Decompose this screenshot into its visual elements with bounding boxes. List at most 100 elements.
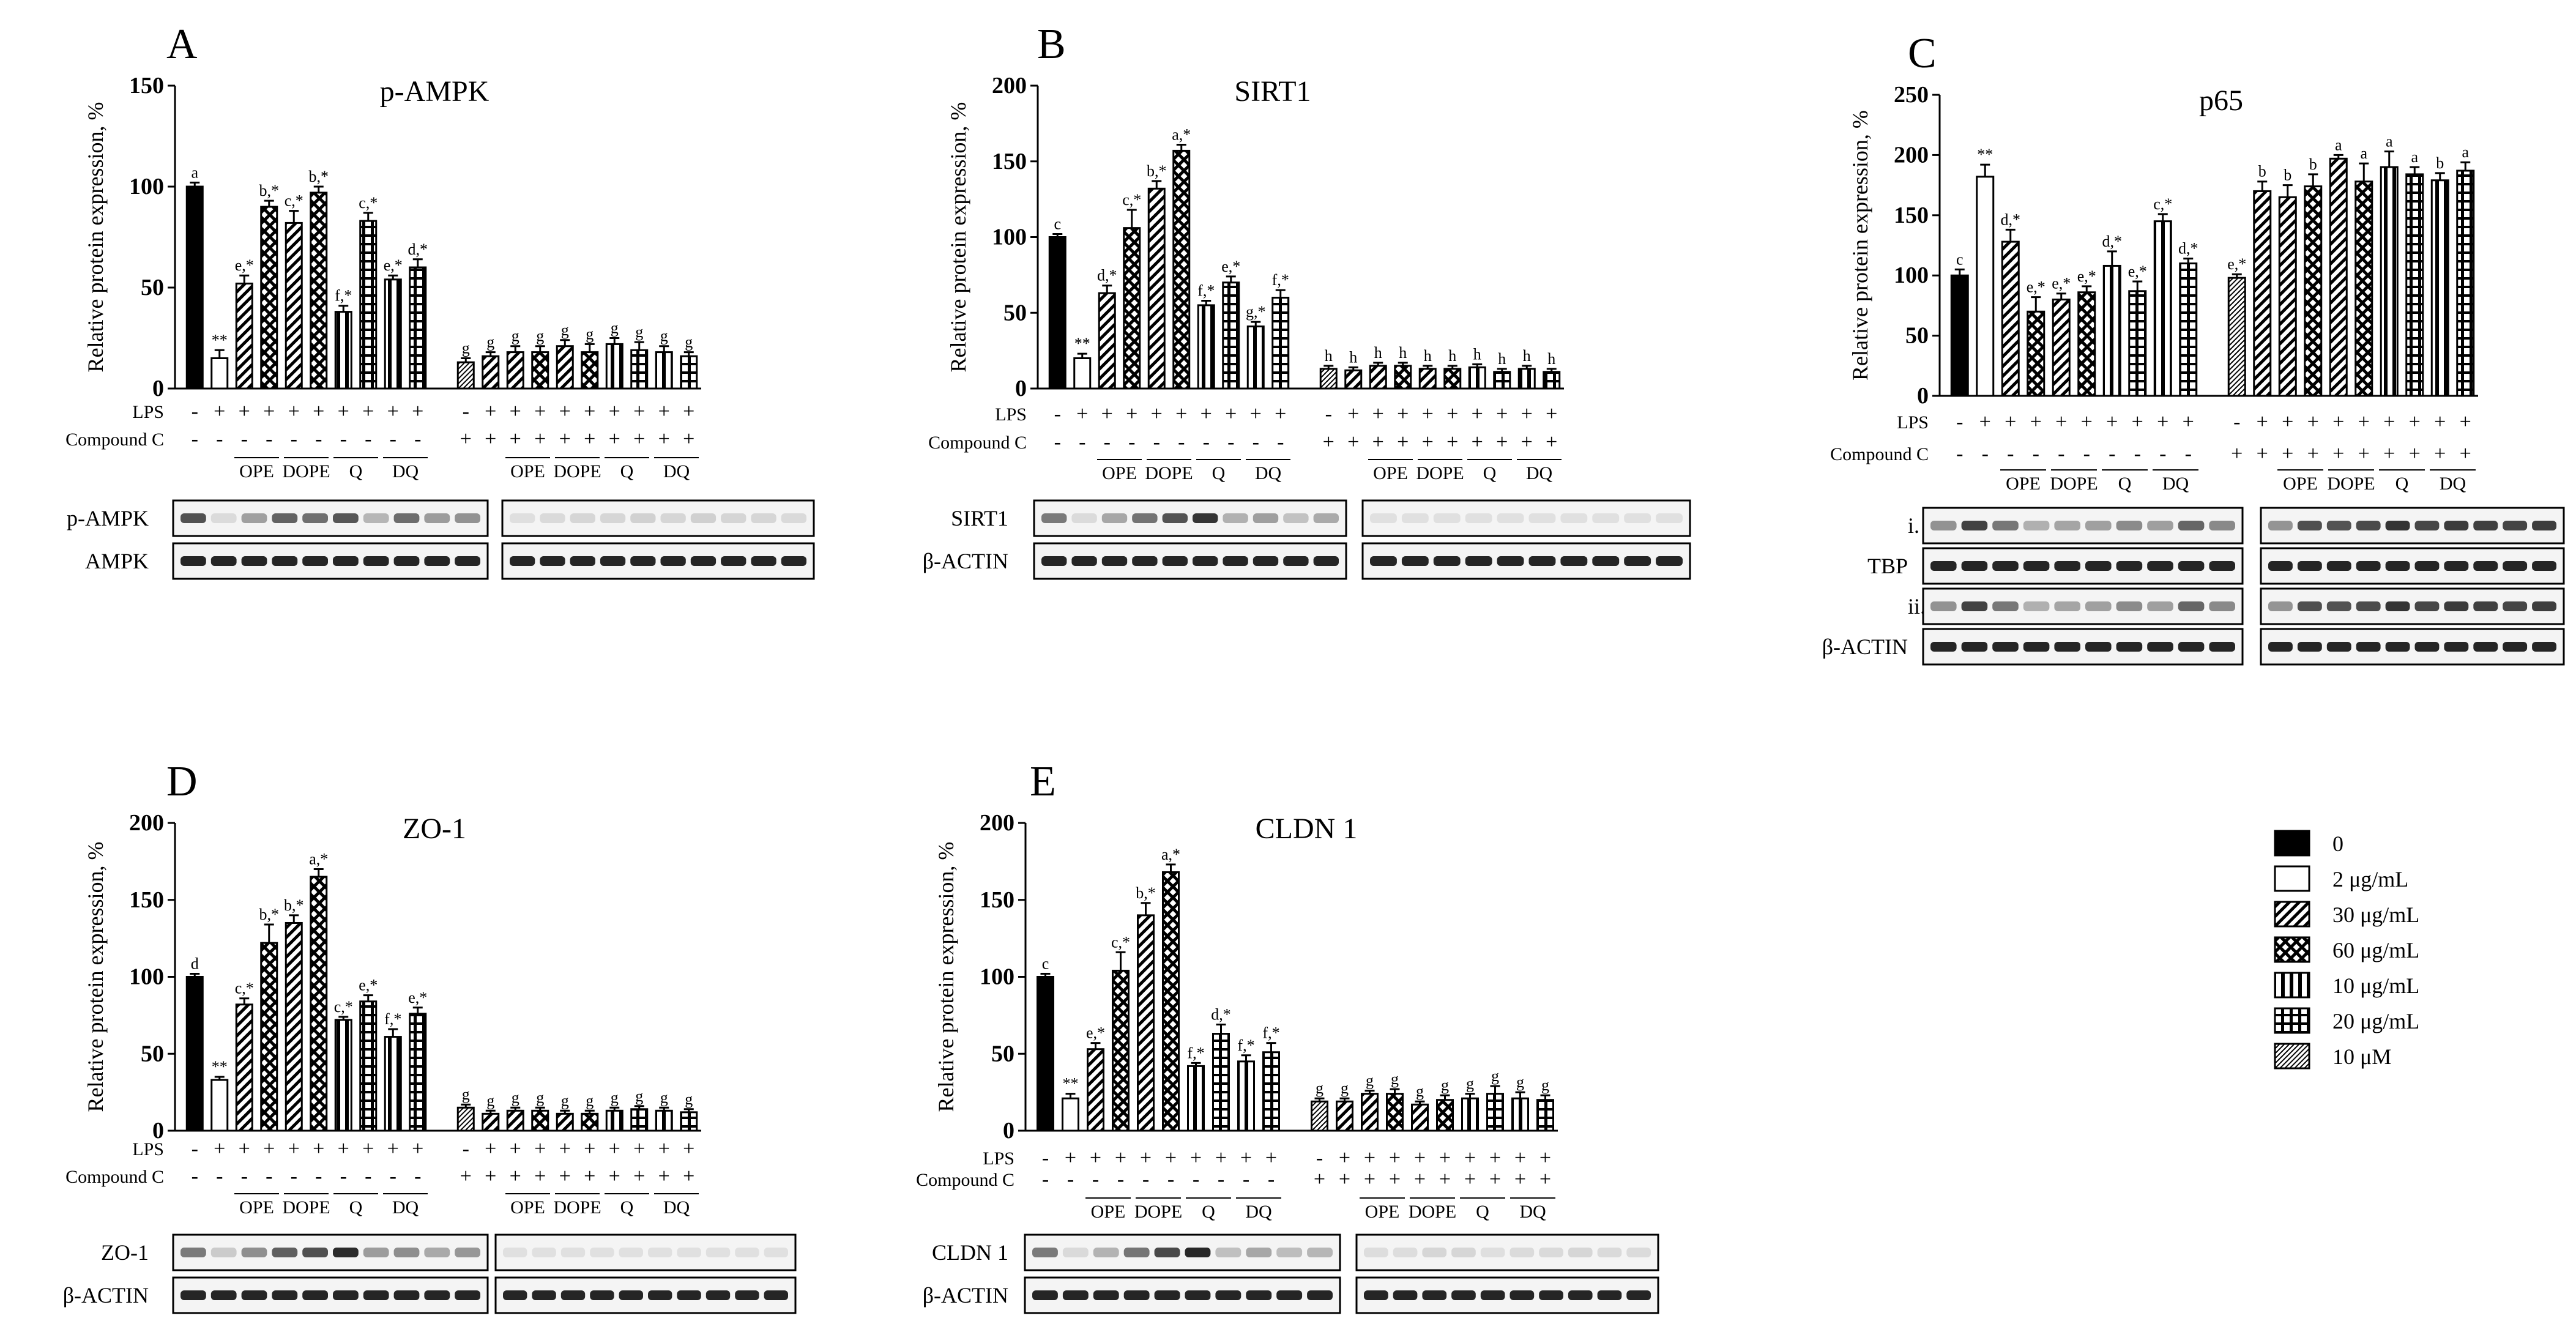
group-label: DQ <box>2162 474 2189 494</box>
compound-c-sign: + <box>683 1165 694 1188</box>
blot-band <box>302 556 328 566</box>
blot-band <box>1626 1290 1651 1300</box>
blot-label: CLDN 1 <box>932 1240 1008 1265</box>
lps-sign: + <box>1151 403 1163 425</box>
lps-sign: + <box>288 400 300 423</box>
legend-label: 10 μg/mL <box>2332 973 2419 998</box>
bar <box>2153 220 2172 397</box>
blot-band <box>1132 556 1158 566</box>
compound-c-sign: + <box>1489 1168 1501 1191</box>
lps-sign: + <box>2282 411 2293 433</box>
blot-band <box>2356 642 2381 652</box>
group-label: Q <box>2395 474 2409 494</box>
group-label: OPE <box>1091 1202 1126 1222</box>
blot-band <box>2209 642 2235 652</box>
blot-band <box>2444 601 2469 611</box>
bar <box>185 976 204 1132</box>
lps-sign: + <box>1372 403 1384 425</box>
significance-label: e,* <box>235 256 254 274</box>
bar <box>310 192 328 390</box>
bar <box>482 1112 500 1132</box>
lps-sign: + <box>1414 1147 1426 1169</box>
y-tick-label: 0 <box>1917 383 1929 409</box>
significance-label: b <box>2309 155 2317 173</box>
significance-label: g <box>685 1090 693 1108</box>
blot-band <box>1624 556 1651 566</box>
bar <box>2253 190 2272 397</box>
blot-band <box>1422 1290 1447 1300</box>
bar <box>630 1108 649 1132</box>
blot-band <box>2532 561 2556 571</box>
blot-band <box>764 1290 788 1300</box>
blot-band <box>2297 642 2322 652</box>
legend-label: 60 μg/mL <box>2332 938 2419 962</box>
significance-label: g <box>561 321 569 339</box>
bar <box>409 266 427 390</box>
blot-band <box>721 513 746 523</box>
bar <box>1436 1099 1454 1132</box>
blot-band <box>1032 1248 1058 1257</box>
significance-label: c <box>1956 250 1964 268</box>
blot-band <box>590 1248 614 1257</box>
blot-band <box>2297 521 2322 530</box>
lps-sign: + <box>2358 411 2370 433</box>
significance-label: f,* <box>1262 1024 1279 1042</box>
panel-letter: C <box>1908 30 1937 77</box>
bar <box>605 1109 624 1132</box>
blot-strip <box>1024 1233 1341 1271</box>
y-tick-label: 50 <box>141 1041 164 1066</box>
blot-band <box>1539 1290 1563 1300</box>
significance-label: g <box>1341 1079 1349 1097</box>
bar <box>1950 274 1969 397</box>
blot-band <box>1930 521 1957 530</box>
lps-sign: + <box>338 400 349 423</box>
y-tick-label: 100 <box>992 225 1027 250</box>
blot-band <box>1465 556 1492 566</box>
bar <box>359 220 378 390</box>
blot-band <box>2209 601 2235 611</box>
blot-band <box>2178 561 2205 571</box>
group-label: DQ <box>1526 463 1553 483</box>
blot-band <box>735 1290 759 1300</box>
blot-band <box>2444 642 2469 652</box>
bar <box>1976 176 1995 397</box>
compound-c-sign: - <box>1243 1168 1249 1191</box>
blot-band <box>1433 556 1461 566</box>
compound-c-sign: + <box>1496 431 1508 453</box>
lps-sign: + <box>1076 403 1088 425</box>
y-tick-label: 50 <box>141 275 164 300</box>
legend-swatch <box>2274 865 2310 892</box>
blot-band <box>600 513 626 523</box>
blot-band <box>1433 513 1461 523</box>
blot-band <box>1624 513 1651 523</box>
blot-band <box>1062 1248 1089 1257</box>
bar <box>2077 291 2096 397</box>
bar <box>235 1003 253 1132</box>
lps-sign: + <box>683 1137 694 1160</box>
lps-sign: + <box>559 1137 571 1160</box>
panel-a: Ap-AMPK 0 50 100 150 Relative protein express… <box>65 21 815 580</box>
bar <box>1262 1051 1280 1132</box>
blot-band <box>1592 513 1620 523</box>
significance-label: a <box>191 163 198 181</box>
blot-band <box>2085 642 2112 652</box>
group-label: DQ <box>2440 474 2466 494</box>
panel-letter: D <box>166 758 198 805</box>
blot-band <box>272 556 298 566</box>
blot-band <box>1132 513 1158 523</box>
bar <box>1087 1048 1104 1132</box>
compound-c-sign: + <box>510 428 521 450</box>
blot-band <box>2268 642 2293 652</box>
bar <box>2430 179 2449 397</box>
blot-band <box>1364 1248 1388 1257</box>
blot-strip <box>494 1233 797 1271</box>
compound-c-sign: - <box>241 428 248 450</box>
lps-label: LPS <box>132 1139 164 1159</box>
blot-band <box>1276 1248 1303 1257</box>
significance-label: g <box>462 340 470 357</box>
blot-band <box>333 1290 359 1300</box>
blot-band <box>1154 1290 1180 1300</box>
lps-sign: + <box>1464 1147 1476 1169</box>
blot-band <box>2532 521 2556 530</box>
significance-label: b <box>2436 154 2444 172</box>
